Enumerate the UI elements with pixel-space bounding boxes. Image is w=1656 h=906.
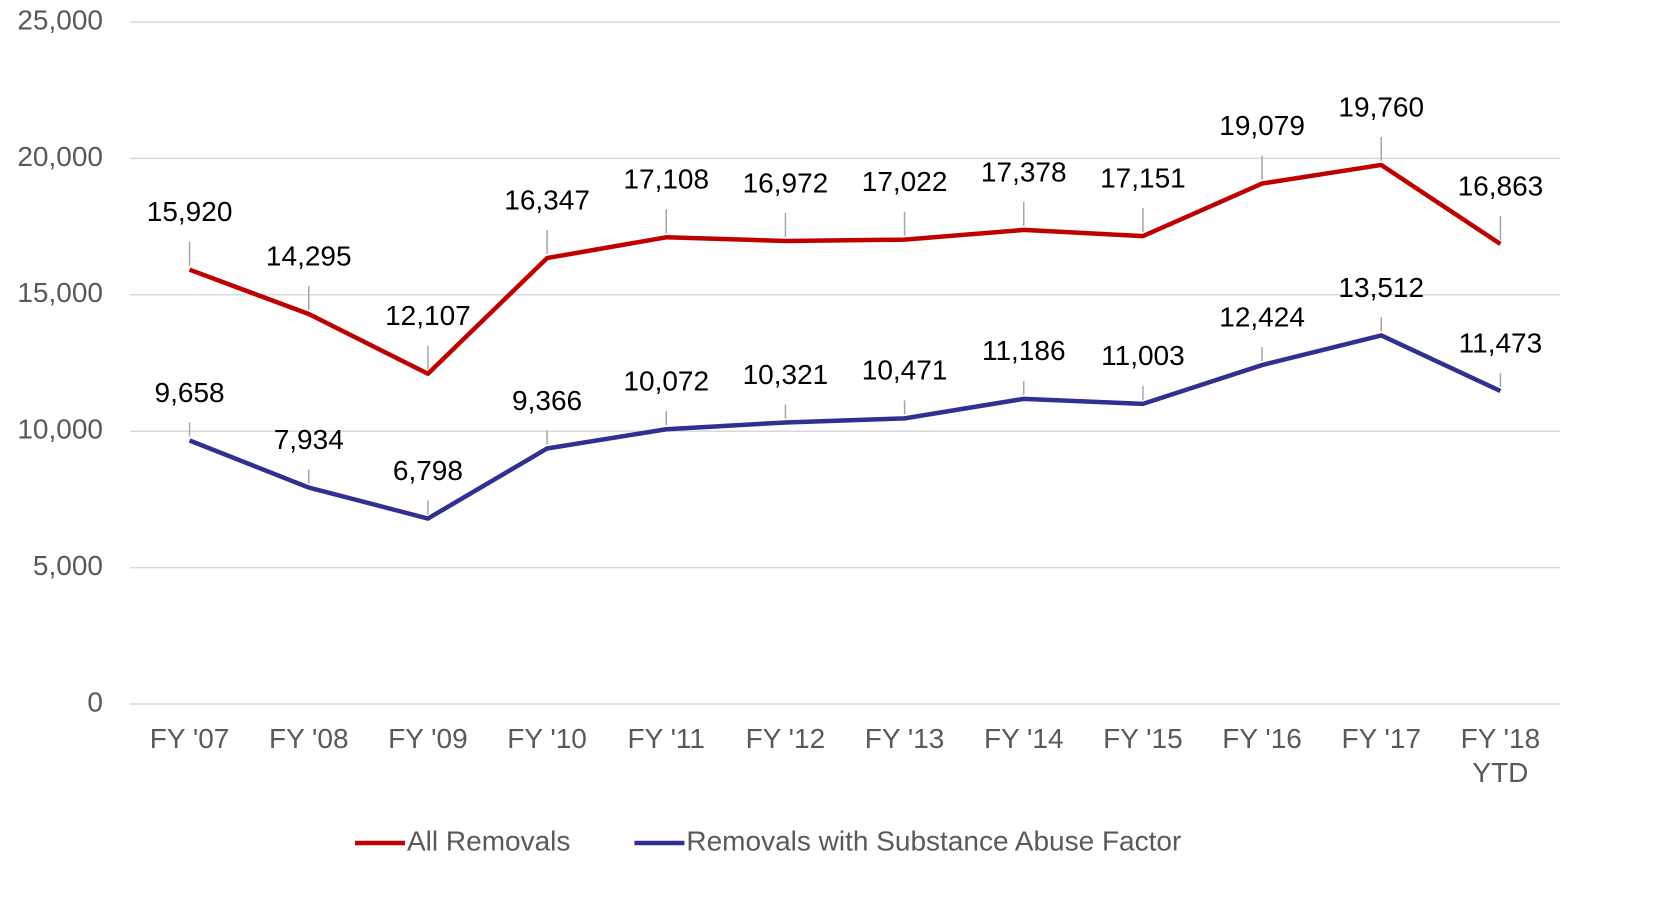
x-tick-label: FY '12 bbox=[745, 723, 826, 754]
y-tick-label: 0 bbox=[87, 686, 103, 717]
x-tick-label: FY '09 bbox=[388, 723, 468, 754]
data-label: 7,934 bbox=[274, 424, 344, 455]
data-label: 9,658 bbox=[155, 377, 225, 408]
y-tick-label: 10,000 bbox=[17, 414, 103, 445]
data-label: 10,072 bbox=[623, 366, 709, 397]
data-label: 17,151 bbox=[1100, 163, 1186, 194]
data-label: 12,424 bbox=[1219, 301, 1305, 332]
data-label: 16,347 bbox=[504, 184, 590, 215]
legend-label: Removals with Substance Abuse Factor bbox=[686, 825, 1181, 856]
data-label: 19,079 bbox=[1219, 110, 1305, 141]
x-tick-label: FY '17 bbox=[1341, 723, 1422, 754]
data-label: 11,473 bbox=[1459, 327, 1543, 358]
data-label: 14,295 bbox=[266, 240, 352, 271]
data-label: 11,186 bbox=[982, 335, 1066, 366]
y-tick-label: 5,000 bbox=[33, 550, 103, 581]
data-label: 9,366 bbox=[512, 385, 582, 416]
data-label: 17,378 bbox=[981, 156, 1067, 187]
x-tick-label: FY '11 bbox=[627, 723, 705, 754]
x-tick-label: FY '15 bbox=[1103, 723, 1183, 754]
x-tick-label: FY '08 bbox=[268, 723, 349, 754]
y-tick-label: 20,000 bbox=[17, 141, 103, 172]
data-label: 10,321 bbox=[743, 359, 829, 390]
x-tick-label: FY '13 bbox=[864, 723, 945, 754]
data-label: 17,022 bbox=[862, 166, 948, 197]
x-tick-label: FY '18 YTD bbox=[1460, 723, 1541, 788]
data-label: 19,760 bbox=[1338, 91, 1424, 122]
data-label: 10,471 bbox=[862, 355, 948, 386]
x-tick-label: FY '07 bbox=[149, 723, 230, 754]
x-tick-label: FY '10 bbox=[507, 723, 587, 754]
data-label: 13,512 bbox=[1338, 272, 1424, 303]
series-line bbox=[188, 333, 1502, 521]
data-label: 17,108 bbox=[623, 164, 709, 195]
data-label: 12,107 bbox=[385, 300, 471, 331]
x-tick-label: FY '16 bbox=[1222, 723, 1302, 754]
data-label: 16,972 bbox=[743, 167, 829, 198]
legend-label: All Removals bbox=[407, 825, 570, 856]
data-label: 16,863 bbox=[1458, 170, 1544, 201]
series-line bbox=[188, 162, 1502, 376]
data-label: 15,920 bbox=[147, 196, 233, 227]
x-tick-label: FY '14 bbox=[983, 723, 1064, 754]
y-tick-label: 25,000 bbox=[17, 4, 103, 35]
data-label: 11,003 bbox=[1101, 340, 1185, 371]
data-label: 6,798 bbox=[393, 455, 463, 486]
y-tick-label: 15,000 bbox=[17, 277, 103, 308]
